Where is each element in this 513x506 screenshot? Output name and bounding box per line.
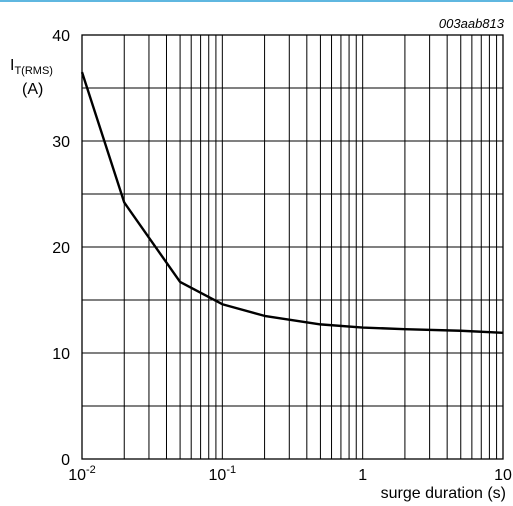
x-tick-label: 10-2 [68, 464, 96, 484]
figure-code: 003aab813 [439, 16, 505, 31]
y-axis-label: IT(RMS) [10, 57, 53, 77]
y-tick-labels: 0 10 20 30 40 [52, 28, 70, 469]
x-tick-label: 1 [358, 467, 367, 484]
y-axis-label-main: I [10, 57, 14, 74]
x-tick-label: 10 [494, 467, 512, 484]
y-tick-label: 20 [52, 240, 70, 257]
grid [82, 35, 503, 459]
x-axis-label: surge duration (s) [381, 485, 506, 502]
y-tick-label: 40 [52, 28, 70, 45]
plot-frame [81, 34, 504, 460]
y-tick-label: 0 [61, 452, 70, 469]
y-tick-label: 10 [52, 346, 70, 363]
y-tick-label: 30 [52, 134, 70, 151]
y-axis-unit: (A) [22, 81, 43, 98]
y-axis-label-sub: T(RMS) [14, 65, 53, 77]
x-tick-label: 10-1 [209, 464, 237, 484]
top-rule [0, 0, 513, 2]
series-line [80, 71, 504, 335]
x-tick-labels: 10-2 10-1 1 10 [68, 464, 512, 484]
